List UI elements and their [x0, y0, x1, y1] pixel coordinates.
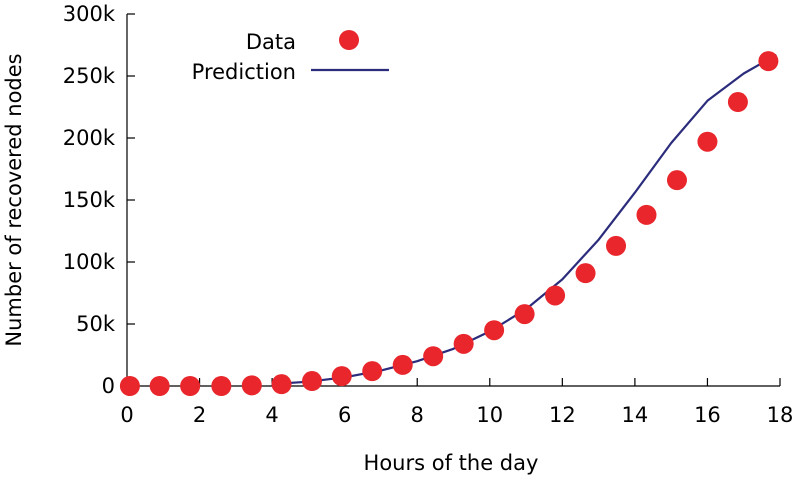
- y-axis-ticks: 0 50k 100k 150k 200k 250k 300k: [63, 2, 135, 398]
- y-tick-label: 100k: [63, 250, 116, 274]
- data-point: [362, 361, 383, 382]
- x-tick-label: 4: [265, 403, 278, 427]
- data-point: [575, 263, 596, 284]
- x-tick-label: 8: [411, 403, 424, 427]
- x-tick-label: 6: [338, 403, 351, 427]
- data-point: [697, 131, 718, 152]
- data-point: [149, 376, 170, 396]
- data-point: [636, 204, 657, 225]
- legend: Data Prediction: [192, 30, 389, 84]
- y-tick-label: 250k: [63, 64, 116, 88]
- y-axis-title: Number of recovered nodes: [2, 53, 26, 346]
- y-tick-label: 150k: [63, 188, 116, 212]
- legend-label-data: Data: [246, 30, 296, 54]
- series-line-prediction: [272, 53, 777, 386]
- data-point: [727, 92, 748, 113]
- data-point: [514, 304, 535, 325]
- x-tick-label: 10: [476, 403, 503, 427]
- data-point: [484, 320, 505, 341]
- x-axis-title: Hours of the day: [364, 451, 539, 475]
- data-point: [453, 333, 474, 354]
- data-point: [331, 366, 352, 387]
- data-point: [758, 51, 779, 72]
- data-point: [545, 285, 566, 306]
- x-tick-label: 14: [622, 403, 649, 427]
- data-point: [302, 371, 323, 392]
- data-point: [666, 170, 687, 191]
- data-point: [241, 375, 262, 396]
- y-tick-label: 50k: [76, 312, 116, 336]
- data-point: [180, 376, 201, 396]
- y-tick-label: 300k: [63, 2, 116, 26]
- data-point: [119, 376, 140, 396]
- x-axis-ticks: 0 2 4 6 8 10 12 14 16 18: [120, 378, 793, 427]
- legend-label-prediction: Prediction: [192, 60, 296, 84]
- x-tick-label: 2: [193, 403, 206, 427]
- x-tick-label: 18: [767, 403, 794, 427]
- x-tick-label: 12: [549, 403, 576, 427]
- y-tick-label: 200k: [63, 126, 116, 150]
- legend-marker-data: [339, 30, 359, 50]
- x-tick-label: 0: [120, 403, 133, 427]
- data-point: [271, 374, 292, 395]
- data-point: [423, 346, 444, 367]
- x-tick-label: 16: [694, 403, 721, 427]
- data-point: [211, 376, 232, 396]
- plot-area: [119, 51, 779, 396]
- data-point: [606, 235, 627, 256]
- data-point: [392, 354, 413, 375]
- y-tick-label: 0: [102, 374, 115, 398]
